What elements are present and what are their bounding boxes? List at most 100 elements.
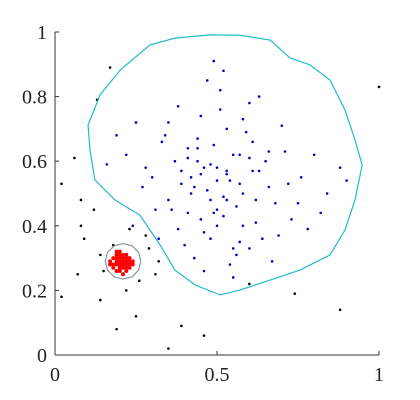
point bbox=[286, 182, 290, 186]
point bbox=[215, 166, 219, 169]
point bbox=[186, 156, 190, 160]
point bbox=[154, 208, 157, 211]
point bbox=[244, 130, 248, 134]
point bbox=[283, 150, 287, 153]
point bbox=[345, 179, 348, 182]
point bbox=[124, 259, 129, 264]
point bbox=[215, 179, 219, 182]
point bbox=[144, 234, 148, 237]
point bbox=[257, 169, 261, 173]
point bbox=[319, 211, 322, 215]
point bbox=[241, 224, 245, 228]
point bbox=[127, 262, 132, 267]
point bbox=[127, 265, 132, 270]
point bbox=[102, 269, 105, 273]
x-tick-label: 0 bbox=[50, 364, 60, 386]
point bbox=[261, 237, 264, 241]
point bbox=[108, 66, 112, 69]
point bbox=[130, 262, 135, 267]
point bbox=[296, 201, 300, 205]
point bbox=[115, 134, 118, 137]
point bbox=[121, 262, 126, 267]
point bbox=[167, 198, 170, 202]
point bbox=[202, 269, 206, 273]
point bbox=[121, 259, 126, 264]
point bbox=[377, 85, 381, 89]
point bbox=[196, 159, 199, 163]
point bbox=[199, 218, 203, 221]
point bbox=[134, 314, 138, 318]
point bbox=[248, 101, 251, 105]
point bbox=[108, 259, 113, 264]
point bbox=[124, 256, 129, 261]
point bbox=[79, 224, 83, 228]
point bbox=[124, 289, 128, 292]
point bbox=[189, 176, 193, 179]
point bbox=[225, 172, 229, 176]
point bbox=[76, 272, 79, 276]
point bbox=[270, 260, 274, 263]
point bbox=[114, 252, 119, 257]
point bbox=[157, 260, 160, 263]
point bbox=[157, 237, 160, 241]
point bbox=[117, 249, 122, 254]
point bbox=[193, 256, 196, 260]
y-tick-label: 0.4 bbox=[22, 216, 47, 238]
y-tick-label: 0.6 bbox=[22, 151, 47, 173]
y-tick-label: 0.8 bbox=[22, 87, 47, 109]
point bbox=[124, 153, 128, 157]
point bbox=[154, 272, 157, 276]
point bbox=[325, 192, 329, 195]
point bbox=[267, 185, 271, 189]
point bbox=[209, 163, 212, 166]
point bbox=[127, 256, 132, 261]
point bbox=[215, 208, 219, 211]
point bbox=[117, 256, 122, 261]
point bbox=[205, 188, 209, 192]
point bbox=[128, 227, 131, 231]
point bbox=[196, 137, 199, 140]
point bbox=[264, 159, 267, 163]
point bbox=[92, 208, 96, 211]
point bbox=[225, 127, 229, 131]
point bbox=[163, 134, 167, 137]
point bbox=[231, 276, 235, 279]
point bbox=[254, 198, 258, 202]
point bbox=[114, 269, 119, 274]
point bbox=[170, 208, 173, 211]
point bbox=[176, 227, 180, 231]
point bbox=[111, 262, 116, 267]
point bbox=[209, 198, 212, 202]
point bbox=[117, 269, 122, 274]
point bbox=[235, 253, 238, 257]
point bbox=[312, 153, 316, 157]
x-tick-label: 1 bbox=[374, 364, 384, 386]
point bbox=[202, 230, 206, 234]
point bbox=[176, 104, 180, 108]
point bbox=[60, 182, 63, 186]
point bbox=[196, 146, 199, 150]
point bbox=[130, 259, 135, 264]
point bbox=[202, 334, 206, 337]
point bbox=[147, 247, 151, 250]
point bbox=[167, 347, 170, 350]
point bbox=[141, 185, 144, 189]
point bbox=[241, 117, 245, 121]
point bbox=[121, 252, 126, 257]
point bbox=[134, 121, 138, 124]
point bbox=[293, 292, 297, 295]
point bbox=[225, 169, 229, 173]
point bbox=[121, 265, 126, 270]
point bbox=[222, 69, 225, 73]
point bbox=[186, 146, 190, 150]
point bbox=[124, 252, 129, 257]
point bbox=[228, 263, 232, 266]
point bbox=[60, 295, 63, 299]
point bbox=[218, 108, 222, 111]
y-tick-label: 1 bbox=[37, 22, 47, 44]
point bbox=[225, 198, 229, 202]
y-tick-label: 0 bbox=[37, 345, 47, 367]
point bbox=[235, 205, 238, 208]
point bbox=[131, 224, 135, 228]
